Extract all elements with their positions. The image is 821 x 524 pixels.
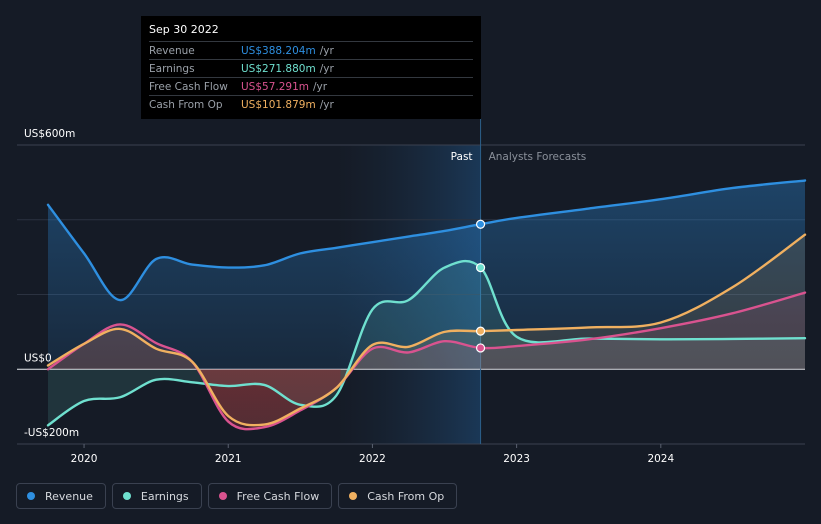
tooltip: Sep 30 2022 Revenue US$388.204m /yr Earn… — [141, 16, 481, 119]
marker-earnings — [475, 262, 486, 273]
tooltip-label: Cash From Op — [149, 98, 223, 111]
tooltip-row-earnings: Earnings US$271.880m /yr — [149, 59, 473, 77]
tooltip-row-revenue: Revenue US$388.204m /yr — [149, 41, 473, 59]
dot-icon — [122, 492, 131, 500]
tooltip-label: Earnings — [149, 62, 195, 75]
tooltip-row-cash-from-op: Cash From Op US$101.879m /yr — [149, 95, 473, 113]
x-tick-label: 2022 — [359, 453, 386, 465]
tooltip-unit: /yr — [319, 44, 334, 57]
tooltip-row-free-cash-flow: Free Cash Flow US$57.291m /yr — [149, 77, 473, 95]
marker-revenue — [475, 219, 486, 229]
dot-icon — [27, 492, 35, 500]
x-tick-label: 2023 — [503, 453, 530, 465]
tooltip-label: Free Cash Flow — [149, 80, 228, 93]
tooltip-label: Revenue — [149, 44, 195, 57]
legend-label: Revenue — [45, 489, 93, 503]
line-earnings — [46, 259, 807, 427]
past-label: Past — [451, 151, 473, 163]
line-cash-from-op — [46, 233, 807, 427]
tooltip-value: US$388.204m — [241, 44, 316, 57]
x-tick-label: 2020 — [71, 453, 98, 465]
y-tick-label: -US$200m — [24, 427, 79, 439]
legend-item-earnings[interactable]: Earnings — [111, 483, 202, 509]
dot-icon — [349, 492, 358, 500]
tooltip-unit: /yr — [319, 98, 334, 111]
x-tick-label: 2021 — [215, 453, 242, 465]
tooltip-unit: /yr — [319, 62, 334, 75]
negative-area — [192, 369, 341, 430]
forecast-label: Analysts Forecasts — [489, 151, 587, 163]
legend-item-cash-from-op[interactable]: Cash From Op — [338, 483, 458, 509]
tooltip-value: US$271.880m — [241, 62, 316, 75]
tooltip-date: Sep 30 2022 — [149, 23, 219, 36]
legend-item-free-cash-flow[interactable]: Free Cash Flow — [207, 483, 333, 509]
line-free-cash-flow — [46, 291, 807, 431]
legend-item-revenue[interactable]: Revenue — [16, 483, 106, 509]
y-tick-label: US$600m — [24, 128, 75, 140]
legend-label: Earnings — [140, 489, 189, 503]
legend-label: Cash From Op — [367, 489, 445, 503]
tooltip-unit: /yr — [313, 80, 328, 93]
legend-label: Free Cash Flow — [236, 489, 320, 503]
legend: Revenue Earnings Free Cash Flow Cash Fro… — [16, 483, 458, 511]
y-tick-label: US$0 — [24, 352, 52, 364]
area-revenue — [48, 180, 805, 370]
tooltip-value: US$57.291m — [241, 80, 309, 93]
dot-icon — [218, 492, 227, 500]
marker-free-cash-flow — [475, 343, 486, 353]
tooltip-value: US$101.879m — [241, 98, 316, 111]
x-tick-label: 2024 — [647, 453, 674, 465]
marker-cash-from-op — [475, 326, 486, 336]
line-revenue — [46, 179, 807, 302]
